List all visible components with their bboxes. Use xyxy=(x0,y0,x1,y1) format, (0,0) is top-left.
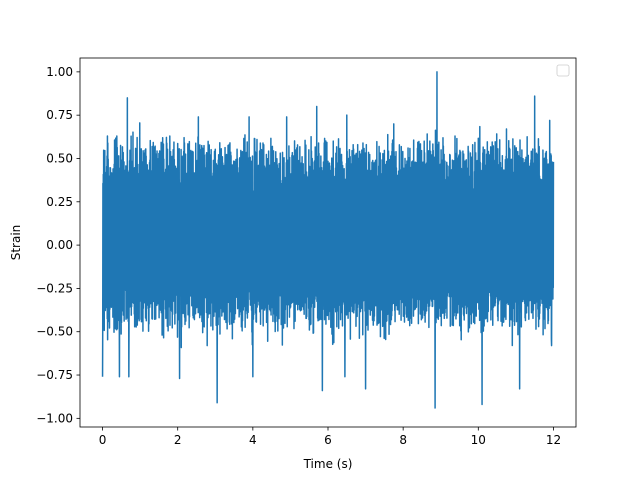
y-tick-label: 0.00 xyxy=(46,238,73,252)
y-axis-ticks: −1.00 −0.75 −0.50 −0.25 0.00 0.25 0.50 0.75 1.00 xyxy=(36,65,80,425)
x-tick-label: 12 xyxy=(546,433,561,447)
y-tick-label: −0.50 xyxy=(36,325,73,339)
x-tick-label: 10 xyxy=(471,433,486,447)
x-tick-label: 0 xyxy=(99,433,107,447)
y-axis-label: Strain xyxy=(9,225,23,261)
y-tick-label: −1.00 xyxy=(36,411,73,425)
x-tick-label: 8 xyxy=(399,433,407,447)
x-axis-label: Time (s) xyxy=(303,457,353,471)
y-tick-label: 0.75 xyxy=(46,108,73,122)
y-tick-label: −0.25 xyxy=(36,281,73,295)
plot-clip-group xyxy=(101,71,555,409)
series-strain-line xyxy=(101,71,555,409)
y-tick-label: 1.00 xyxy=(46,65,73,79)
x-axis-ticks: 0 2 4 6 8 10 12 xyxy=(99,427,561,447)
y-tick-label: 0.25 xyxy=(46,195,73,209)
legend-box xyxy=(556,64,570,77)
x-tick-label: 4 xyxy=(249,433,257,447)
y-tick-label: 0.50 xyxy=(46,151,73,165)
x-tick-label: 2 xyxy=(174,433,182,447)
x-tick-label: 6 xyxy=(324,433,332,447)
y-tick-label: −0.75 xyxy=(36,368,73,382)
